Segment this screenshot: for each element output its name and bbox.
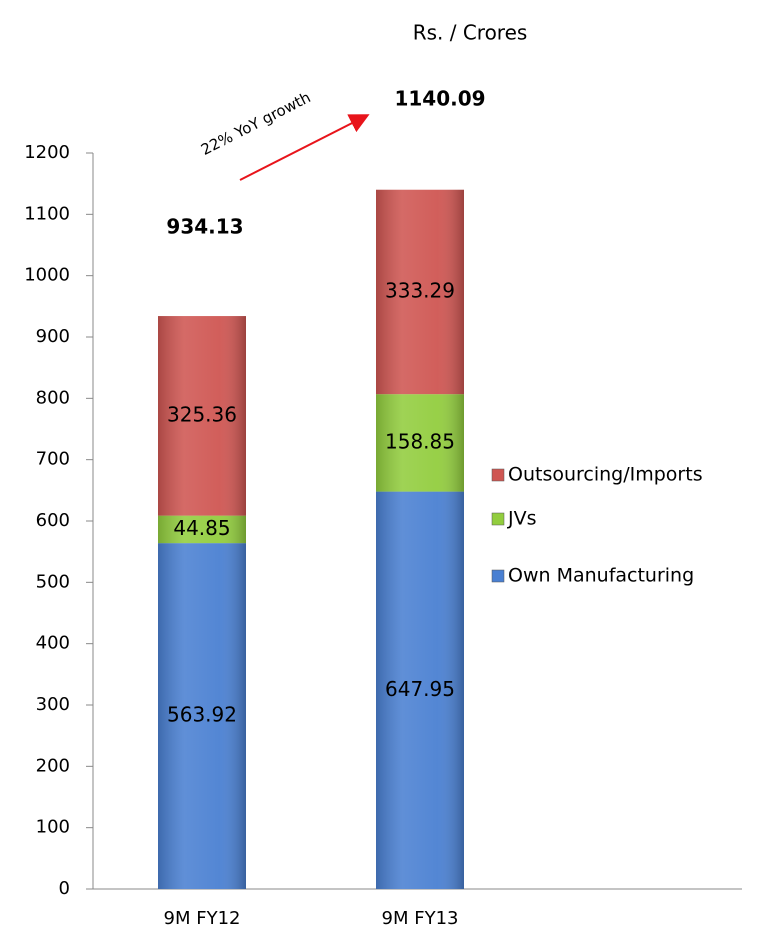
growth-arrow [239, 114, 370, 181]
legend-label: Own Manufacturing [508, 565, 694, 587]
legend-label: Outsourcing/Imports [508, 464, 703, 486]
annotation: 22% YoY growth [198, 88, 314, 159]
y-tick-label: 300 [36, 694, 70, 715]
y-tick-label: 1200 [24, 142, 70, 163]
value-label: 158.85 [385, 429, 455, 453]
legend-swatch [491, 569, 505, 583]
value-label: 647.95 [385, 677, 455, 701]
y-tick-label: 100 [36, 817, 70, 838]
value-label: 333.29 [385, 278, 455, 302]
total-label: 934.13 [166, 215, 243, 239]
y-tick-label: 0 [59, 878, 70, 899]
total-label: 1140.09 [394, 87, 485, 111]
legend-label: JVs [507, 508, 537, 530]
y-tick-label: 900 [36, 326, 70, 347]
bar-shade [158, 543, 246, 889]
y-tick-label: 700 [36, 449, 70, 470]
x-tick-label: 9M FY12 [164, 908, 241, 929]
y-tick-label: 200 [36, 755, 70, 776]
value-label: 44.85 [173, 516, 230, 540]
x-tick-label: 9M FY13 [382, 908, 459, 929]
bar-shade [376, 491, 464, 889]
legend-swatch [491, 468, 505, 482]
value-label: 325.36 [167, 402, 237, 426]
y-tick-label: 1000 [24, 265, 70, 286]
y-tick-label: 1100 [24, 203, 70, 224]
value-label: 563.92 [167, 703, 237, 727]
bar-shade [158, 316, 246, 516]
y-tick-label: 800 [36, 387, 70, 408]
y-tick-label: 400 [36, 633, 70, 654]
y-tick-label: 600 [36, 510, 70, 531]
chart-title: Rs. / Crores [413, 21, 528, 45]
bar-shade [376, 189, 464, 395]
y-tick-label: 500 [36, 571, 70, 592]
bar-shade [376, 394, 464, 492]
legend-swatch [491, 512, 505, 526]
bar-shade [158, 515, 246, 544]
